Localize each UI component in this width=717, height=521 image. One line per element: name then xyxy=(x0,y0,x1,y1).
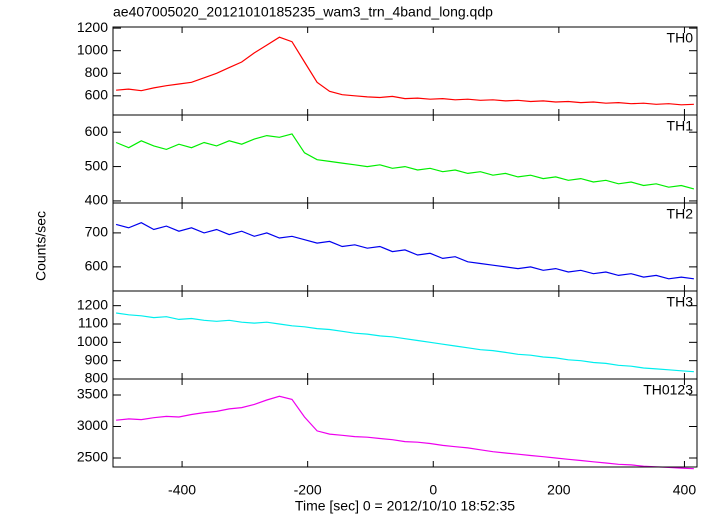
y-tick-label: 1000 xyxy=(77,333,108,349)
y-tick-label: 600 xyxy=(85,87,109,103)
y-tick-label: 1200 xyxy=(77,296,108,312)
panel-label: TH0123 xyxy=(643,382,693,398)
light-curve xyxy=(116,395,694,470)
y-tick-label: 2500 xyxy=(77,449,108,465)
x-tick-label: 200 xyxy=(547,482,571,498)
x-tick-label: 0 xyxy=(429,482,437,498)
panel-frame xyxy=(112,114,698,204)
y-tick-label: 800 xyxy=(85,370,109,386)
y-tick-label: 3000 xyxy=(77,417,108,433)
panel-label: TH0 xyxy=(667,30,694,46)
panel-frame xyxy=(112,378,698,468)
panel-label: TH3 xyxy=(667,294,694,310)
x-tick-label: -400 xyxy=(168,482,196,498)
chart-title: ae407005020_20121010185235_wam3_trn_4ban… xyxy=(113,4,493,20)
light-curve xyxy=(116,312,694,373)
light-curve xyxy=(115,133,695,190)
panel-label: TH2 xyxy=(667,206,694,222)
y-tick-label: 3500 xyxy=(77,386,108,402)
y-tick-label: 600 xyxy=(85,123,109,139)
y-tick-label: 800 xyxy=(85,64,109,80)
x-tick-label: 400 xyxy=(673,482,697,498)
y-tick-label: 1100 xyxy=(78,315,108,331)
light-curve xyxy=(115,222,694,280)
x-tick-label: -200 xyxy=(294,482,322,498)
x-axis-label: Time [sec] 0 = 2012/10/10 18:52:35 xyxy=(295,498,515,514)
panel-frame xyxy=(112,26,698,116)
y-tick-label: 900 xyxy=(85,351,109,367)
y-tick-label: 400 xyxy=(85,192,109,208)
panel-frame xyxy=(112,290,698,380)
light-curve xyxy=(116,36,694,106)
y-axis-label: Counts/sec xyxy=(33,211,49,281)
panel-frame xyxy=(112,202,698,292)
y-tick-label: 500 xyxy=(85,157,109,173)
panel-label: TH1 xyxy=(667,118,694,134)
y-tick-label: 1000 xyxy=(77,41,108,57)
y-tick-label: 1200 xyxy=(77,19,108,35)
y-tick-label: 600 xyxy=(85,258,109,274)
y-tick-label: 700 xyxy=(85,224,109,240)
